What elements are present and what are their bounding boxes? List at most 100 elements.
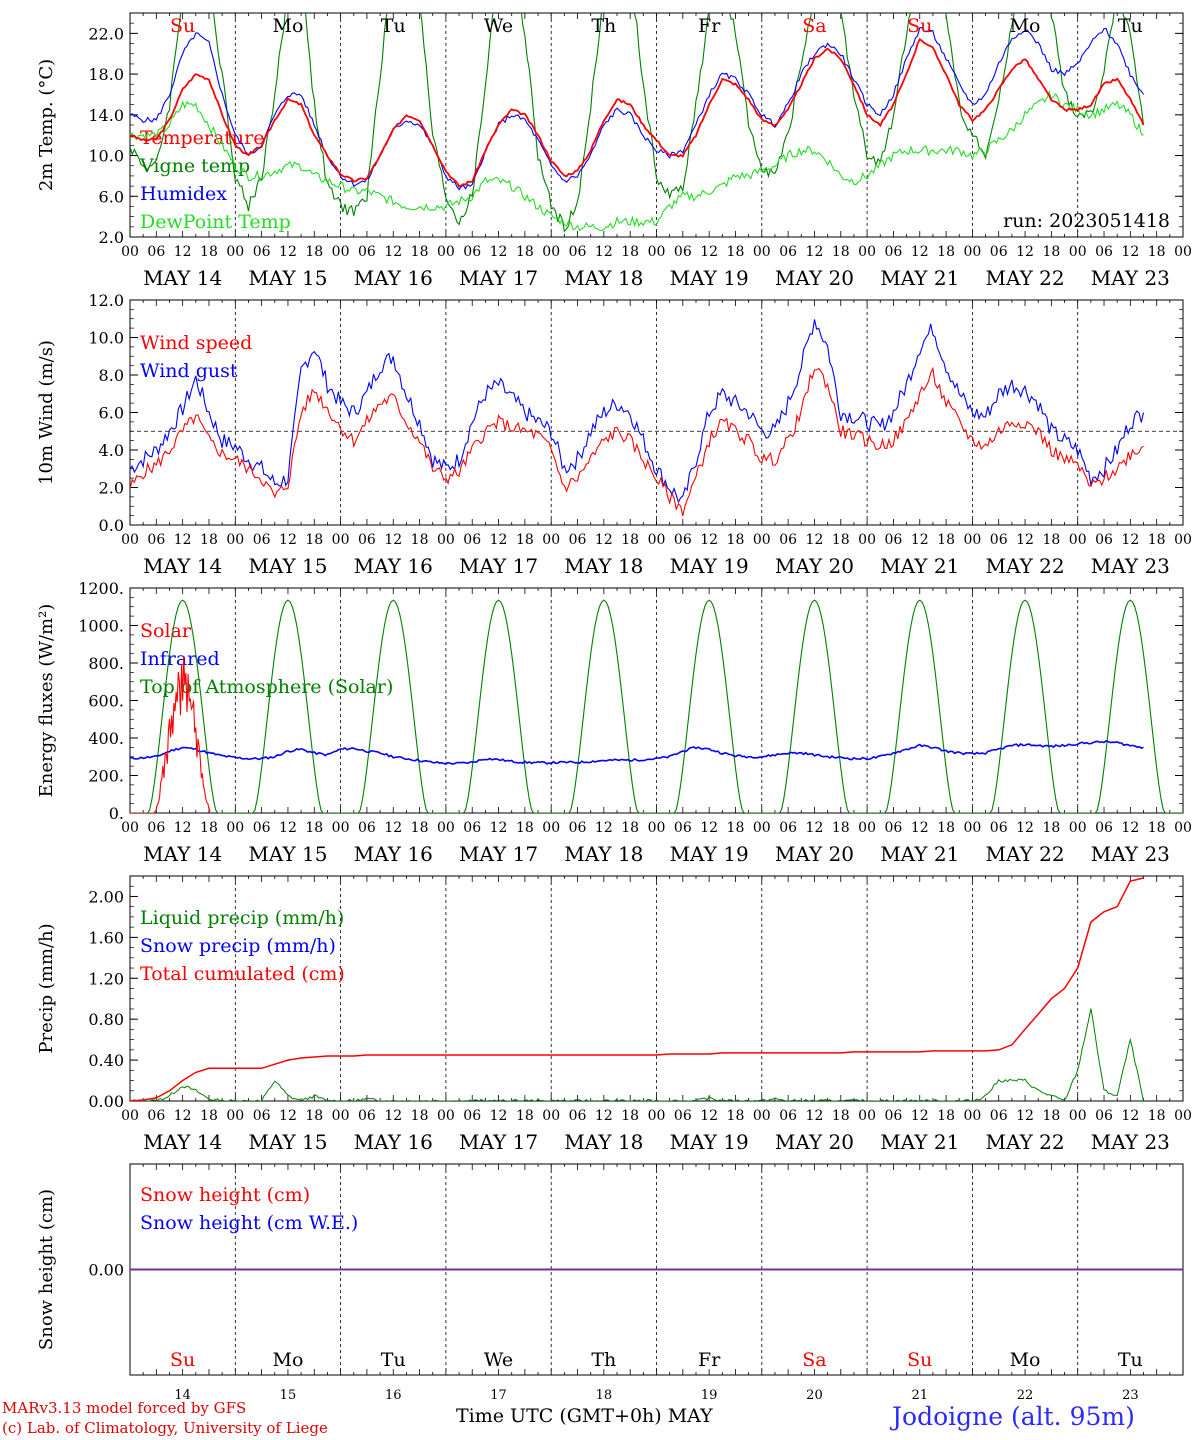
hour-tick-label: 06 [147, 820, 165, 836]
panel-2: 0.0 2.0 4.0 6.0 8.0 10.0 12.0 10m Wind (m/s) 00 0… [36, 291, 1192, 578]
weekday-label: We [484, 1349, 513, 1371]
date-label: MAY 16 [354, 554, 433, 578]
date-label: MAY 22 [985, 1130, 1064, 1154]
date-label: MAY 23 [1091, 842, 1170, 866]
weekday-label: Fr [698, 15, 721, 37]
series-line [130, 366, 1144, 517]
hour-tick-label: 00 [648, 244, 666, 260]
hour-tick-label: 06 [779, 820, 797, 836]
y-axis-label: 2m Temp. (°C) [36, 59, 57, 191]
hour-tick-label: 00 [1069, 820, 1087, 836]
legend-entry: DewPoint Temp [140, 211, 291, 233]
hour-tick-label: 00 [963, 820, 981, 836]
y-tick-label: 1.20 [88, 969, 124, 988]
hour-tick-label: 00 [437, 820, 455, 836]
y-tick-label: 4.0 [99, 441, 124, 460]
hour-tick-label: 00 [121, 820, 139, 836]
run-label: run: 2023051418 [1003, 210, 1170, 232]
hour-tick-label: 00 [858, 1108, 876, 1124]
hour-tick-label: 18 [200, 1108, 218, 1124]
day-number-label: 15 [280, 1388, 297, 1400]
hour-tick-label: 12 [384, 532, 402, 548]
hour-tick-label: 18 [937, 1108, 955, 1124]
hour-tick-label: 18 [727, 1108, 745, 1124]
hour-tick-label: 12 [490, 532, 508, 548]
day-number-label: 18 [596, 1388, 613, 1400]
hour-tick-label: 00 [121, 244, 139, 260]
y-tick-label: 18.0 [88, 65, 124, 84]
hour-tick-label: 00 [437, 532, 455, 548]
liquid-precip-line [130, 1008, 1144, 1101]
hour-tick-label: 00 [648, 820, 666, 836]
station-name: Jodoigne (alt. 95m) [892, 1402, 1135, 1431]
weekday-label: Su [907, 15, 932, 37]
date-label: MAY 16 [354, 266, 433, 290]
hour-tick-label: 18 [1042, 1108, 1060, 1124]
date-label: MAY 20 [775, 842, 854, 866]
date-label: MAY 18 [564, 842, 643, 866]
hour-tick-label: 18 [1042, 820, 1060, 836]
date-label: MAY 16 [354, 842, 433, 866]
panel-1: 2.0 6.0 10.0 14.0 18.0 22.0 2m Temp. (°C) 00 06 1… [36, 12, 1192, 290]
date-label: MAY 14 [143, 554, 222, 578]
hour-tick-label: 18 [1148, 244, 1166, 260]
hour-tick-label: 00 [963, 532, 981, 548]
date-label: MAY 20 [775, 266, 854, 290]
hour-tick-label: 18 [727, 532, 745, 548]
model-credit: MARv3.13 model forced by GFS [2, 1399, 247, 1417]
hour-tick-label: 06 [674, 532, 692, 548]
date-label: MAY 23 [1091, 266, 1170, 290]
legend-entry: Wind speed [140, 332, 252, 354]
time-axis-label: Time UTC (GMT+0h) MAY [456, 1405, 713, 1427]
date-label: MAY 14 [143, 1130, 222, 1154]
y-tick-label: 10.0 [88, 329, 124, 348]
hour-tick-label: 12 [490, 820, 508, 836]
weekday-label: Mo [1010, 15, 1041, 37]
plot-area [130, 13, 1145, 233]
hour-tick-label: 00 [1174, 532, 1192, 548]
hour-tick-label: 06 [463, 1108, 481, 1124]
y-axis-label: 10m Wind (m/s) [36, 340, 57, 485]
hour-tick-label: 06 [674, 1108, 692, 1124]
hour-tick-label: 18 [937, 532, 955, 548]
weekday-label: Mo [1010, 1349, 1041, 1371]
series-line [130, 89, 1144, 232]
hour-tick-label: 00 [332, 1108, 350, 1124]
hour-tick-label: 00 [542, 532, 560, 548]
hour-tick-label: 06 [1095, 532, 1113, 548]
hour-tick-label: 00 [332, 820, 350, 836]
hour-tick-label: 00 [226, 1108, 244, 1124]
hour-tick-label: 06 [253, 532, 271, 548]
hour-tick-label: 18 [937, 244, 955, 260]
day-number-label: 23 [1122, 1388, 1139, 1400]
day-number-label: 21 [911, 1388, 928, 1400]
hour-tick-label: 18 [1148, 820, 1166, 836]
hour-tick-label: 06 [463, 244, 481, 260]
hour-tick-label: 12 [595, 532, 613, 548]
hour-tick-label: 12 [1121, 1108, 1139, 1124]
hour-tick-label: 06 [147, 1108, 165, 1124]
hour-tick-label: 06 [779, 244, 797, 260]
weekday-label: Sa [802, 1349, 826, 1371]
hour-tick-label: 06 [147, 532, 165, 548]
y-tick-label: 2.0 [99, 479, 124, 498]
hour-tick-label: 06 [253, 1108, 271, 1124]
solar-line [130, 656, 211, 813]
hour-tick-label: 12 [174, 820, 192, 836]
date-label: MAY 22 [985, 266, 1064, 290]
hour-tick-label: 18 [832, 820, 850, 836]
weekday-label: Mo [272, 1349, 303, 1371]
toa-solar-line [130, 599, 1183, 813]
hour-tick-label: 12 [384, 1108, 402, 1124]
meteogram: 2.0 6.0 10.0 14.0 18.0 22.0 2m Temp. (°C) 00 06 1… [36, 12, 1192, 1400]
hour-tick-label: 00 [121, 532, 139, 548]
date-label: MAY 17 [459, 554, 538, 578]
hour-tick-label: 12 [595, 244, 613, 260]
date-label: MAY 22 [985, 554, 1064, 578]
date-label: MAY 17 [459, 1130, 538, 1154]
weekday-label: Tu [1118, 1349, 1143, 1371]
panel-3: 0. 200. 400. 600. 800. 1000. 1200. Energy fluxe… [36, 579, 1192, 866]
hour-tick-label: 18 [832, 532, 850, 548]
hour-tick-label: 00 [753, 532, 771, 548]
hour-tick-label: 12 [1016, 1108, 1034, 1124]
